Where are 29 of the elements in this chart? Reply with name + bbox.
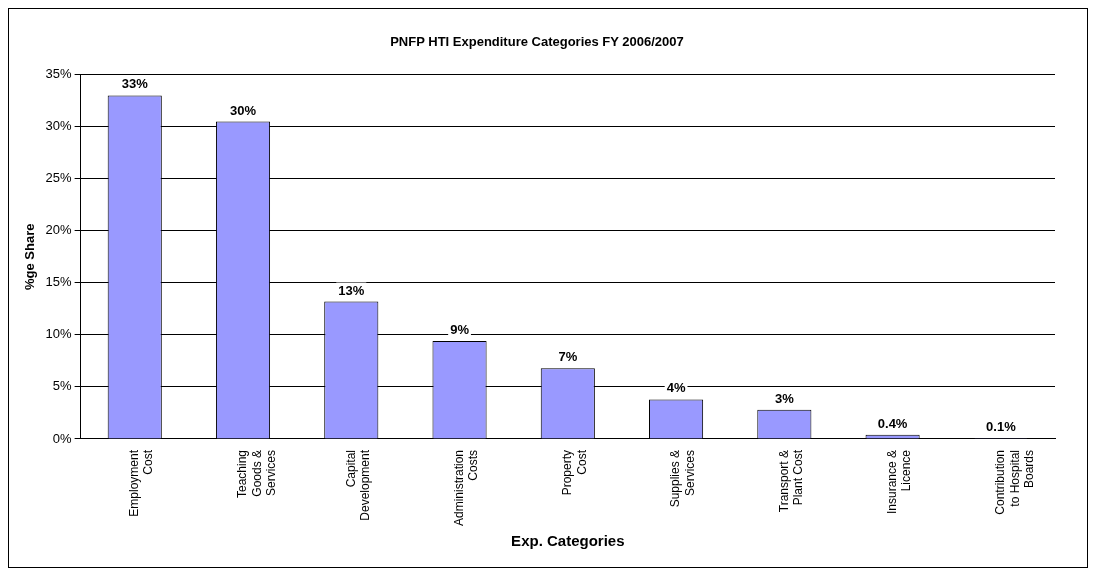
x-tick-label: Employment Cost xyxy=(127,449,156,517)
x-tick-label: Transport & Plant Cost xyxy=(776,449,806,513)
y-tick-label: 30% xyxy=(45,118,73,134)
y-tick-label: 25% xyxy=(45,170,73,186)
y-tick-label: 0% xyxy=(52,430,73,446)
x-axis-title: Exp. Categories xyxy=(511,532,625,550)
y-tick-label: 10% xyxy=(45,326,73,342)
y-tick-label: 15% xyxy=(45,274,73,290)
x-tick-label: Contribution to Hospital Boards xyxy=(993,449,1036,515)
chart-title: PNFP HTI Expenditure Categories FY 2006/2007 xyxy=(390,34,684,50)
x-tick-label: Insurance & Licence xyxy=(884,449,914,515)
y-tick-label: 20% xyxy=(45,222,73,238)
y-tick-label: 5% xyxy=(52,378,73,394)
data-label: 3% xyxy=(774,390,795,406)
data-label: 9% xyxy=(450,322,470,338)
x-tick-label: Property Cost xyxy=(560,449,589,496)
data-label: 0.4% xyxy=(877,415,908,431)
data-label: 7% xyxy=(558,349,578,365)
data-label: 4% xyxy=(666,380,686,396)
x-tick-label: Supplies & Services xyxy=(668,449,697,508)
x-tick-label: Teaching Goods & Services xyxy=(235,449,279,499)
data-label: 30% xyxy=(230,102,257,118)
data-label: 33% xyxy=(121,76,149,92)
x-tick-label: Capital Development xyxy=(343,449,372,521)
y-axis-title: %ge Share xyxy=(22,223,38,291)
data-label: 0.1% xyxy=(986,419,1017,435)
data-label: 13% xyxy=(338,282,365,298)
x-tick-label: Administration Costs xyxy=(451,449,481,526)
y-tick-label: 35% xyxy=(45,66,73,82)
